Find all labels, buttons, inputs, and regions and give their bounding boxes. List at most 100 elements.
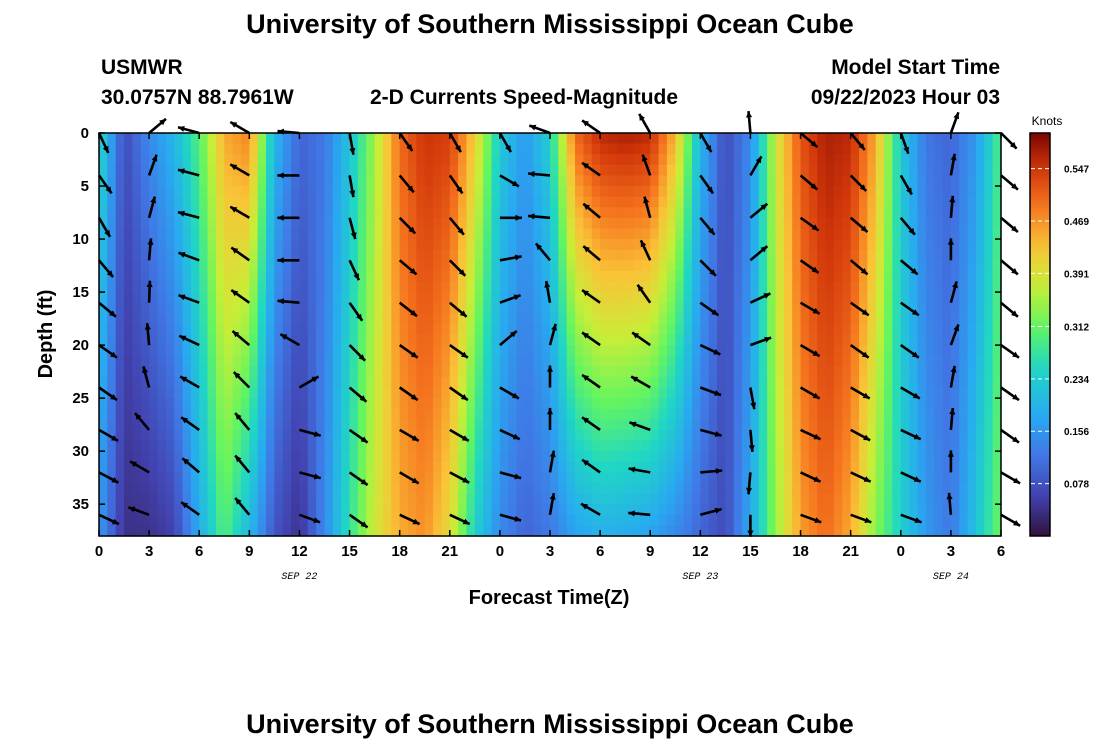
heatmap-cell [750, 429, 760, 442]
heatmap-cell [533, 376, 543, 389]
heatmap-cell [441, 270, 451, 283]
heatmap-cell [374, 228, 384, 240]
heatmap-cell [357, 334, 367, 346]
heatmap-cell [190, 482, 200, 495]
heatmap-cell [767, 504, 777, 516]
heatmap-cell [458, 143, 468, 155]
heatmap-cell [349, 313, 359, 325]
current-vector-arrow [849, 301, 870, 317]
current-vector-arrow [581, 458, 601, 474]
heatmap-cell [433, 345, 443, 357]
heatmap-cell [291, 281, 301, 293]
heatmap-cell [274, 504, 284, 516]
heatmap-cell [591, 313, 601, 325]
heatmap-cell [608, 186, 618, 198]
heatmap-cell [859, 217, 868, 230]
heatmap-cell [792, 228, 802, 240]
heatmap-cell [257, 323, 267, 336]
heatmap-cell [708, 482, 718, 495]
heatmap-cell [107, 408, 117, 420]
heatmap-cell [658, 260, 668, 272]
current-vector-arrow [234, 454, 251, 474]
heatmap-cell [842, 514, 852, 526]
heatmap-cell [767, 207, 777, 219]
heatmap-cell [925, 133, 935, 145]
heatmap-cell [224, 154, 234, 166]
heatmap-cell [207, 355, 217, 367]
heatmap-cell [600, 461, 610, 473]
heatmap-cell [650, 514, 660, 526]
heatmap-cell [742, 504, 752, 516]
heatmap-cell [800, 154, 810, 166]
heatmap-cell [357, 228, 367, 240]
heatmap-cell [591, 504, 601, 516]
heatmap-cell [775, 217, 785, 230]
heatmap-cell [600, 355, 610, 367]
heatmap-cell [99, 440, 108, 452]
heatmap-cell [875, 281, 885, 293]
heatmap-cell [950, 345, 960, 357]
heatmap-cell [508, 164, 518, 177]
heatmap-cell [541, 376, 551, 389]
heatmap-cell [382, 270, 392, 283]
heatmap-cell [466, 292, 476, 304]
heatmap-cell [783, 376, 793, 389]
heatmap-cell [341, 313, 351, 325]
heatmap-cell [424, 525, 434, 537]
heatmap-cell [950, 472, 960, 484]
heatmap-cell [625, 366, 635, 378]
heatmap-cell [575, 408, 585, 420]
heatmap-cell [357, 154, 367, 166]
heatmap-cell [925, 228, 935, 240]
heatmap-cell [842, 270, 852, 283]
heatmap-cell [374, 133, 384, 145]
heatmap-cell [224, 249, 234, 261]
heatmap-cell [859, 228, 868, 240]
heatmap-cell [165, 504, 175, 516]
heatmap-cell [382, 302, 392, 314]
heatmap-cell [625, 302, 635, 314]
heatmap-cell [825, 133, 835, 145]
heatmap-cell [374, 260, 384, 272]
heatmap-cell [299, 345, 309, 357]
heatmap-cell [282, 387, 292, 399]
heatmap-cell [366, 398, 376, 410]
current-vector-arrow [348, 217, 357, 240]
heatmap-cell [859, 408, 868, 420]
heatmap-cell [132, 376, 142, 389]
heatmap-cell [633, 461, 643, 473]
heatmap-cell [833, 239, 843, 251]
heatmap-cell [550, 207, 559, 219]
heatmap-cell [900, 302, 910, 314]
heatmap-cell [182, 281, 192, 293]
heatmap-cell [550, 440, 559, 452]
heatmap-cell [232, 376, 242, 389]
heatmap-cell [934, 228, 944, 240]
heatmap-cell [909, 313, 919, 325]
heatmap-cell [875, 196, 885, 208]
heatmap-cell [391, 302, 401, 314]
heatmap-cell [324, 366, 334, 378]
heatmap-cell [934, 239, 944, 251]
heatmap-cell [182, 207, 192, 219]
heatmap-cell [925, 302, 935, 314]
heatmap-cell [591, 387, 601, 399]
heatmap-cell [750, 334, 760, 346]
heatmap-cell [107, 482, 117, 495]
heatmap-cell [892, 355, 902, 367]
heatmap-cell [942, 334, 952, 346]
heatmap-cell [675, 270, 685, 283]
heatmap-cell [666, 451, 676, 463]
colorbar-tick-label: 0.547 [1064, 165, 1089, 176]
heatmap-cell [516, 376, 526, 389]
heatmap-cell [817, 239, 827, 251]
heatmap-cell [850, 270, 860, 283]
heatmap-cell [666, 504, 676, 516]
heatmap-cell [190, 292, 200, 304]
heatmap-cell [884, 387, 894, 399]
heatmap-cell [99, 387, 108, 399]
heatmap-cell [341, 186, 351, 198]
heatmap-cell [491, 260, 501, 272]
heatmap-cell [650, 440, 660, 452]
heatmap-cell [332, 461, 342, 473]
